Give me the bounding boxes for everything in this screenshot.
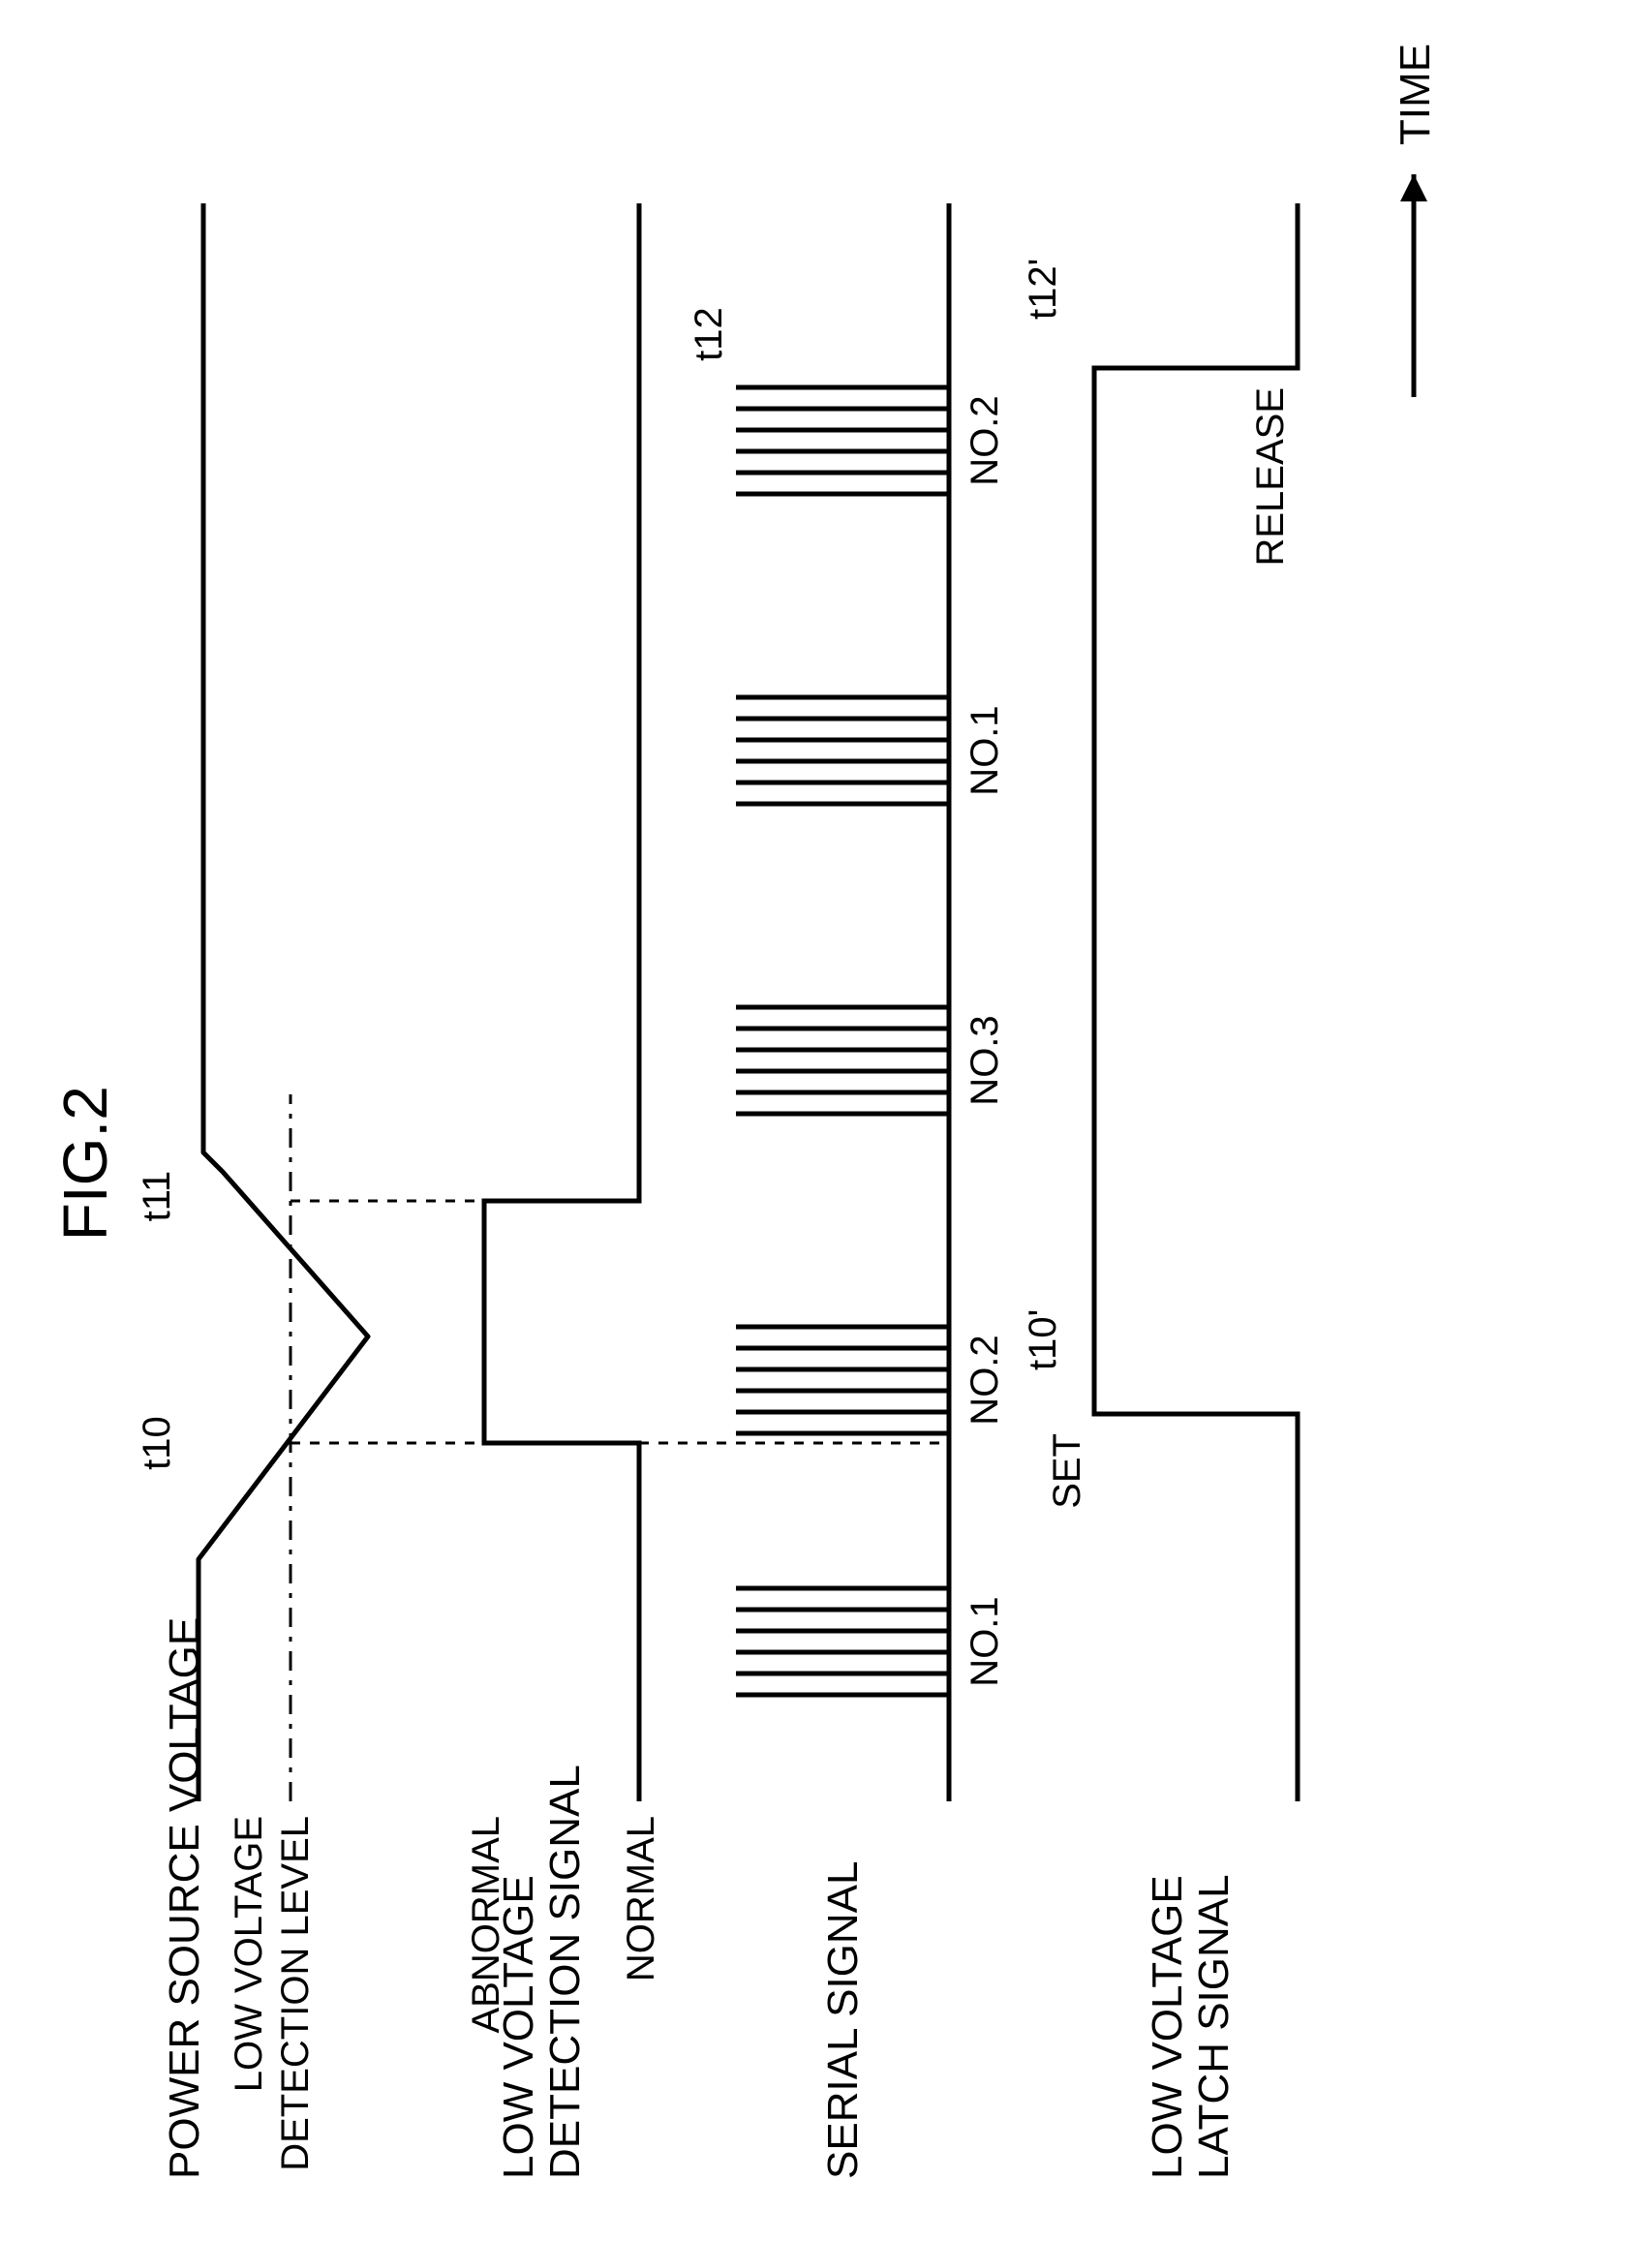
time-marker: t11 bbox=[136, 1171, 178, 1222]
label-abnormal: ABNORMAL bbox=[465, 1816, 507, 2034]
label-time: TIME bbox=[1392, 44, 1439, 145]
time-marker-t12: t12 bbox=[688, 307, 730, 361]
burst-label: NO.2 bbox=[964, 395, 1006, 485]
burst-label: NO.2 bbox=[964, 1335, 1006, 1425]
time-marker-t10p: t10' bbox=[1022, 1309, 1064, 1370]
label-detection-level: LOW VOLTAGE bbox=[228, 1816, 270, 2092]
label-serial-signal: SERIAL SIGNAL bbox=[819, 1861, 867, 2180]
time-marker: t10 bbox=[136, 1416, 178, 1470]
label-detection-level: DETECTION LEVEL bbox=[274, 1816, 317, 2171]
burst-label: NO.3 bbox=[964, 1015, 1006, 1105]
label-set: SET bbox=[1046, 1433, 1088, 1509]
burst-label: NO.1 bbox=[964, 705, 1006, 795]
label-normal: NORMAL bbox=[620, 1816, 662, 1981]
label-lv-latch-signal: LOW VOLTAGE bbox=[1144, 1875, 1191, 2179]
label-lv-detection-signal: DETECTION SIGNAL bbox=[541, 1765, 589, 2179]
time-marker-t12p: t12' bbox=[1022, 259, 1064, 320]
label-power-source-voltage: POWER SOURCE VOLTAGE bbox=[161, 1617, 208, 2179]
label-release: RELEASE bbox=[1249, 387, 1292, 567]
burst-label: NO.1 bbox=[964, 1596, 1006, 1686]
label-lv-latch-signal: LATCH SIGNAL bbox=[1190, 1874, 1238, 2179]
figure-title: FIG.2 bbox=[50, 1086, 120, 1241]
